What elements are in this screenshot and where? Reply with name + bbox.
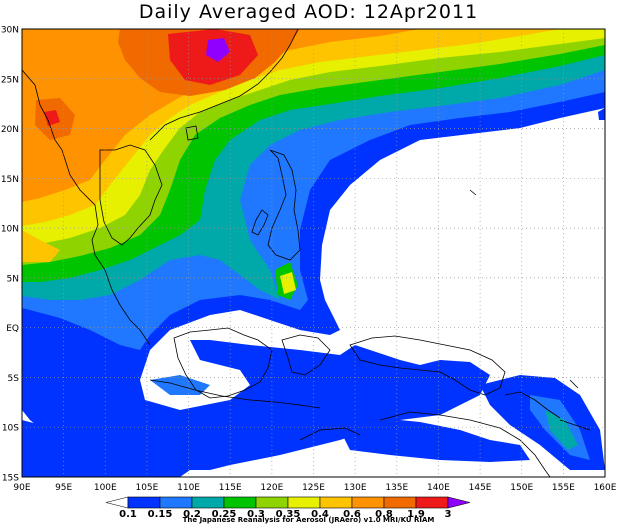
lat-label: 15N bbox=[1, 175, 19, 185]
aod-contour-3 bbox=[206, 38, 230, 62]
colorbar-segment bbox=[383, 496, 417, 509]
aod-field bbox=[22, 29, 605, 477]
lon-label: 150E bbox=[510, 483, 533, 493]
colorbar-label: 0.25 bbox=[212, 509, 237, 520]
aod-contour-0.1-sumatra-s bbox=[22, 420, 190, 477]
aod-contour-0.1-mid bbox=[340, 418, 530, 462]
aod-contour-0.6-b bbox=[22, 230, 60, 262]
colorbar-segment bbox=[319, 496, 353, 509]
aod-contour-0.35-blob bbox=[280, 272, 296, 294]
colorbar-label: 0.6 bbox=[343, 509, 361, 520]
lon-label: 135E bbox=[385, 483, 408, 493]
lat-label: EQ bbox=[6, 324, 19, 334]
aod-contour-1.9-b bbox=[44, 110, 60, 126]
lon-label: 100E bbox=[94, 483, 117, 493]
colorbar-segment bbox=[127, 496, 161, 509]
lat-label: 30N bbox=[1, 26, 19, 36]
colorbar-label: 1.9 bbox=[407, 509, 425, 520]
lat-label: 15S bbox=[2, 474, 19, 484]
plot-frame bbox=[21, 28, 606, 478]
lon-label: 105E bbox=[135, 483, 158, 493]
colorbar-label: 3 bbox=[445, 509, 452, 520]
colorbar-segment bbox=[351, 496, 385, 509]
lon-label: 155E bbox=[552, 483, 575, 493]
lon-label: 95E bbox=[55, 483, 72, 493]
lat-label: 20N bbox=[1, 125, 19, 135]
colorbar-segment bbox=[287, 496, 321, 509]
credit-text: The Japanese Reanalysis for Aerosol (JRA… bbox=[182, 516, 435, 524]
lon-label: 160E bbox=[594, 483, 617, 493]
lon-label: 90E bbox=[13, 483, 30, 493]
colorbar-segment bbox=[223, 496, 257, 509]
lon-label: 145E bbox=[469, 483, 492, 493]
colorbar-segment bbox=[191, 496, 225, 509]
latitude-labels: 30N 25N 20N 15N 10N 5N EQ 5S 10S 15S bbox=[1, 26, 19, 484]
colorbar-segment bbox=[159, 496, 193, 509]
colorbar-label: 0.15 bbox=[148, 509, 173, 520]
lon-label: 110E bbox=[177, 483, 200, 493]
coastlines bbox=[22, 29, 591, 477]
colorbar-segment bbox=[255, 496, 289, 509]
gridlines bbox=[22, 29, 605, 477]
aod-contour-0.2-png bbox=[545, 410, 578, 450]
lon-label: 130E bbox=[344, 483, 367, 493]
aod-contour-0.1-right bbox=[598, 108, 605, 120]
colorbar-label: 0.35 bbox=[276, 509, 301, 520]
colorbar: 0.1 0.15 0.2 0.25 0.3 0.35 0.4 0.6 0.8 1.9 3 bbox=[105, 496, 471, 520]
colorbar-label: 0.3 bbox=[247, 509, 265, 520]
lat-label: 25N bbox=[1, 75, 19, 85]
lat-label: 5N bbox=[7, 274, 19, 284]
colorbar-label: 0.1 bbox=[119, 509, 137, 520]
lon-label: 115E bbox=[219, 483, 242, 493]
colorbar-under-arrow bbox=[105, 496, 129, 509]
aod-contour-0.6 bbox=[22, 29, 420, 202]
map-title: Daily Averaged AOD: 12Apr2011 bbox=[138, 1, 479, 23]
colorbar-label: 0.2 bbox=[183, 509, 201, 520]
colorbar-label: 0.8 bbox=[375, 509, 393, 520]
colorbar-segment bbox=[415, 496, 449, 509]
lat-label: 5S bbox=[8, 374, 20, 384]
lon-label: 120E bbox=[260, 483, 283, 493]
lat-label: 10N bbox=[1, 225, 19, 235]
longitude-labels: 90E 95E 100E 105E 110E 115E 120E 125E 130E 135E 14… bbox=[13, 483, 616, 493]
lat-label: 10S bbox=[2, 424, 19, 434]
colorbar-over-arrow bbox=[447, 496, 471, 509]
lon-label: 125E bbox=[302, 483, 325, 493]
lon-label: 140E bbox=[427, 483, 450, 493]
colorbar-label: 0.4 bbox=[311, 509, 329, 520]
